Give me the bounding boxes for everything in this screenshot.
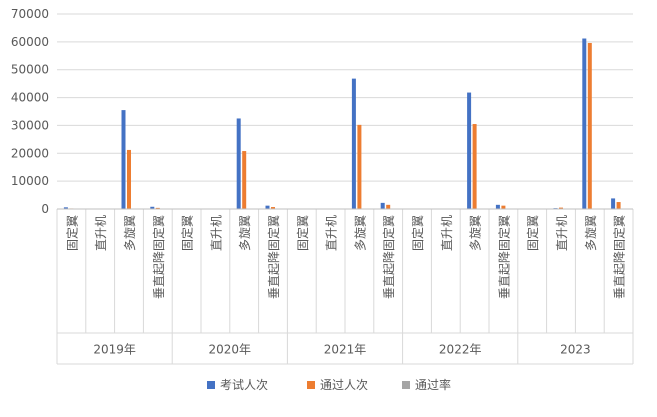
category-label: 固定翼 <box>180 215 195 251</box>
category-label: 固定翼 <box>295 215 310 251</box>
year-label: 2023 <box>560 343 591 357</box>
category-label: 固定翼 <box>64 215 79 251</box>
bar <box>611 198 615 209</box>
category-label: 多旋翼 <box>238 215 252 251</box>
legend-swatch <box>402 381 410 389</box>
category-label: 多旋翼 <box>123 215 137 251</box>
category-label: 多旋翼 <box>353 215 367 251</box>
y-tick-label: 30000 <box>11 118 49 132</box>
category-label: 多旋翼 <box>469 215 483 251</box>
bar <box>501 206 505 209</box>
legend-label: 通过率 <box>415 377 451 392</box>
bar <box>496 205 500 209</box>
bar <box>467 93 471 209</box>
category-label: 垂直起降固定翼 <box>612 215 627 299</box>
legend-label: 通过人次 <box>320 378 368 392</box>
y-tick-label: 0 <box>41 202 49 216</box>
y-tick-label: 60000 <box>11 35 49 49</box>
category-label: 直升机 <box>209 215 223 251</box>
legend-label: 考试人次 <box>220 377 268 392</box>
bar <box>357 125 361 209</box>
year-label: 2022年 <box>439 343 482 357</box>
bar <box>617 202 621 209</box>
bar <box>242 151 246 209</box>
bar <box>352 79 356 209</box>
legend-swatch <box>207 381 215 389</box>
y-tick-label: 20000 <box>11 146 49 160</box>
category-label: 垂直起降固定翼 <box>496 215 511 299</box>
year-label: 2019年 <box>93 343 136 357</box>
bar <box>473 124 477 209</box>
category-label: 直升机 <box>555 215 569 251</box>
bar <box>588 43 592 209</box>
bar <box>381 203 385 209</box>
y-tick-label: 10000 <box>11 174 49 188</box>
year-label: 2020年 <box>209 343 252 357</box>
bar <box>237 118 241 209</box>
category-label: 固定翼 <box>525 215 540 251</box>
category-label: 直升机 <box>94 215 108 251</box>
category-label: 垂直起降固定翼 <box>151 215 166 299</box>
y-tick-label: 50000 <box>11 63 49 77</box>
category-label: 固定翼 <box>410 215 425 251</box>
bar <box>386 205 390 209</box>
category-label: 直升机 <box>325 215 339 251</box>
bar <box>266 206 270 209</box>
category-label: 垂直起降固定翼 <box>266 215 281 299</box>
bar <box>127 150 131 209</box>
bar <box>122 110 126 209</box>
y-tick-label: 70000 <box>11 7 49 21</box>
year-label: 2021年 <box>324 343 367 357</box>
category-label: 直升机 <box>440 215 454 251</box>
bar <box>582 39 586 209</box>
category-label: 多旋翼 <box>584 215 598 251</box>
category-label: 垂直起降固定翼 <box>381 215 396 299</box>
y-tick-label: 40000 <box>11 91 49 105</box>
legend-swatch <box>307 381 315 389</box>
